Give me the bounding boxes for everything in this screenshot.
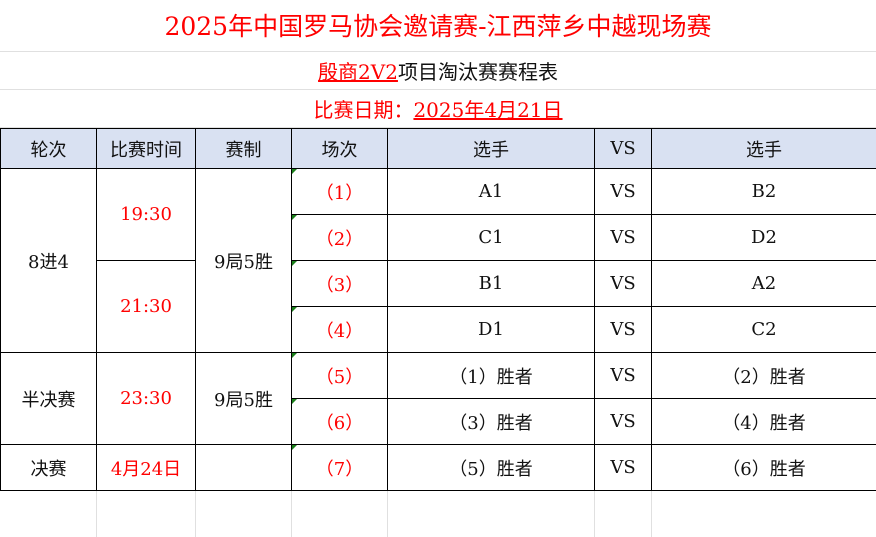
table-row: 半决赛 23:30 9局5胜 （5） （1）胜者 VS （2）胜者 — [0, 352, 876, 445]
date-label: 比赛日期： — [313, 98, 414, 122]
vs-cell[interactable]: VS — [594, 306, 652, 353]
player1-cell[interactable]: C1 — [387, 214, 595, 261]
match-no-cell[interactable]: （3） — [291, 260, 388, 307]
player2-cell[interactable]: （2）胜者 — [651, 352, 876, 399]
player2-cell[interactable]: （4）胜者 — [651, 398, 876, 445]
gridline — [387, 491, 388, 537]
time-cell[interactable]: 23:30 — [96, 352, 196, 445]
header-player1: 选手 — [387, 128, 595, 169]
format-cell[interactable] — [195, 444, 292, 491]
table-row: （4） D1 VS C2 — [1, 306, 876, 353]
header-format: 赛制 — [195, 128, 292, 169]
format-cell[interactable]: 9局5胜 — [195, 352, 292, 445]
header-row: 轮次 比赛时间 赛制 场次 选手 VS 选手 — [0, 128, 876, 169]
table-row: 8进4 19:30 9局5胜 （1） A1 VS B2 — [0, 168, 876, 353]
sheet-subtitle: 殷商2V2项目淘汰赛赛程表 — [0, 52, 876, 90]
match-no-cell[interactable]: （7） — [291, 444, 388, 491]
vs-cell[interactable]: VS — [594, 444, 652, 491]
schedule-table: 轮次 比赛时间 赛制 场次 选手 VS 选手 8进4 19:30 9局5胜 （1… — [0, 128, 876, 491]
time-cell[interactable]: 4月24日 — [96, 444, 196, 491]
match-no-cell[interactable]: （1） — [291, 168, 388, 215]
table-row: （2） C1 VS D2 — [1, 214, 876, 261]
table-row: （6） （3）胜者 VS （4）胜者 — [1, 398, 876, 445]
time-cell[interactable]: 19:30 — [96, 168, 196, 261]
format-cell[interactable]: 9局5胜 — [195, 168, 292, 353]
player2-cell[interactable]: （6）胜者 — [651, 444, 876, 491]
round-cell[interactable]: 半决赛 — [0, 352, 97, 445]
player1-cell[interactable]: （1）胜者 — [387, 352, 595, 399]
match-no-cell[interactable]: （5） — [291, 352, 388, 399]
player2-cell[interactable]: A2 — [651, 260, 876, 307]
match-no-cell[interactable]: （6） — [291, 398, 388, 445]
player1-cell[interactable]: A1 — [387, 168, 595, 215]
gridline — [96, 491, 97, 537]
gridline — [651, 491, 652, 537]
match-no-cell[interactable]: （4） — [291, 306, 388, 353]
player2-cell[interactable]: C2 — [651, 306, 876, 353]
player2-cell[interactable]: B2 — [651, 168, 876, 215]
round-cell[interactable]: 8进4 — [0, 168, 97, 353]
event-name: 殷商2V2 — [318, 60, 398, 84]
gridline — [594, 491, 595, 537]
player2-cell[interactable]: D2 — [651, 214, 876, 261]
player1-cell[interactable]: （5）胜者 — [387, 444, 595, 491]
player1-cell[interactable]: （3）胜者 — [387, 398, 595, 445]
gridline — [291, 491, 292, 537]
header-vs: VS — [594, 128, 652, 169]
header-time: 比赛时间 — [96, 128, 196, 169]
sheet-title: 2025年中国罗马协会邀请赛-江西萍乡中越现场赛 — [0, 0, 876, 52]
table-row: 21:30 （3） B1 VS A2 — [1, 260, 876, 353]
subtitle-suffix: 项目淘汰赛赛程表 — [397, 60, 558, 84]
header-player2: 选手 — [651, 128, 876, 169]
header-match: 场次 — [291, 128, 388, 169]
vs-cell[interactable]: VS — [594, 352, 652, 399]
vs-cell[interactable]: VS — [594, 214, 652, 261]
player1-cell[interactable]: D1 — [387, 306, 595, 353]
player1-cell[interactable]: B1 — [387, 260, 595, 307]
table-row: 决赛 4月24日 （7） （5）胜者 VS （6）胜者 — [0, 444, 876, 491]
match-no-cell[interactable]: （2） — [291, 214, 388, 261]
gridline — [195, 491, 196, 537]
vs-cell[interactable]: VS — [594, 168, 652, 215]
vs-cell[interactable]: VS — [594, 260, 652, 307]
vs-cell[interactable]: VS — [594, 398, 652, 445]
match-date: 比赛日期：2025年4月21日 — [0, 90, 876, 128]
header-round: 轮次 — [0, 128, 97, 169]
date-value: 2025年4月21日 — [413, 98, 563, 122]
round-cell[interactable]: 决赛 — [0, 444, 97, 491]
time-cell[interactable]: 21:30 — [96, 260, 196, 353]
